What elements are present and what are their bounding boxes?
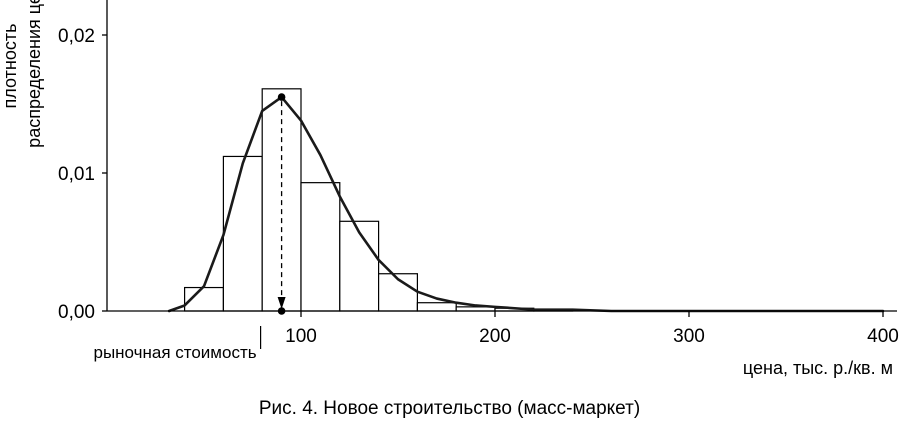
x-axis-label: цена, тыс. р./кв. м [743, 358, 893, 378]
y-tick-label-0: 0,00 [58, 302, 95, 323]
x-tick-label-1: 200 [479, 326, 511, 347]
histogram-bar-4 [339, 220, 380, 312]
x-tick-label-2: 300 [673, 326, 705, 347]
density-curve [167, 95, 885, 313]
histogram-bar-1 [222, 155, 263, 312]
histogram-bar-6 [416, 302, 457, 312]
figure-caption: Рис. 4. Новое строительство (масс-маркет… [258, 398, 641, 419]
histogram-bar-3 [300, 182, 341, 312]
market-value-marker [277, 307, 286, 315]
market-value-arrowhead [277, 297, 286, 309]
market-value-label: рыночная стоимость [93, 343, 256, 362]
y-tick-label-1: 0,01 [58, 164, 95, 185]
peak-marker [277, 93, 286, 101]
chart: 0,00 0,01 0,02 100 200 300 400 цена, тыс. р./кв… [0, 0, 899, 378]
y-axis-label-line-2: распределения цен [24, 0, 44, 148]
x-tick-label-3: 400 [867, 326, 899, 347]
x-tick-label-0: 100 [285, 326, 317, 347]
y-axis-label-line-1: плотность [0, 24, 20, 109]
y-tick-label-2: 0,02 [58, 26, 95, 47]
